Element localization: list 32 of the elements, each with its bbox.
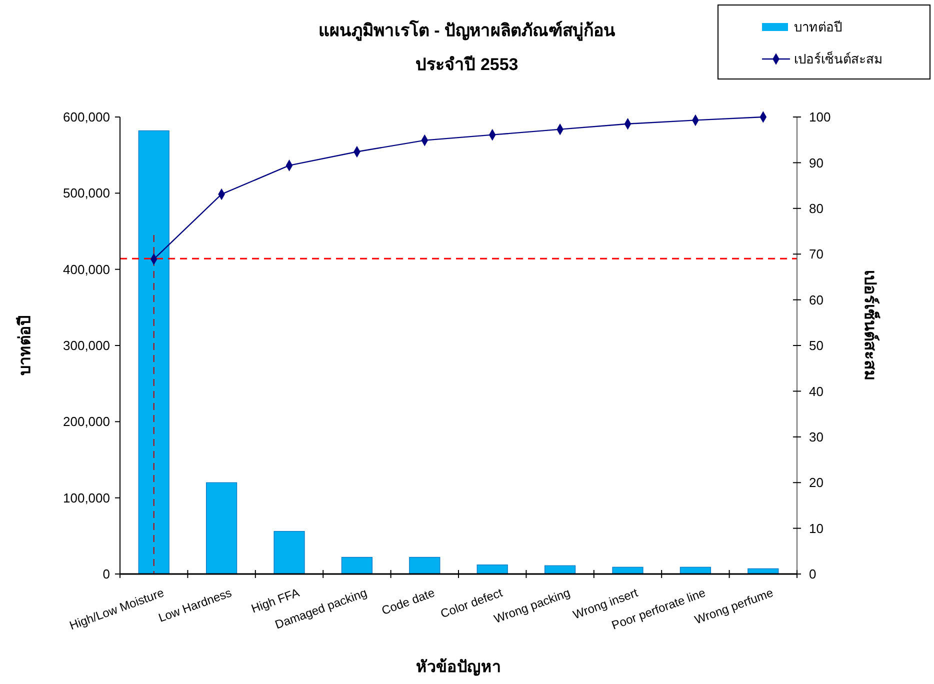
y2-tick-label: 50: [809, 338, 824, 354]
y2-tick-label: 80: [809, 200, 824, 216]
x-tick-label: Code date: [380, 585, 437, 618]
chart-subtitle: ประจำปี 2553: [416, 54, 518, 74]
y-tick-label: 300,000: [63, 338, 110, 354]
y2-tick-label: 0: [809, 566, 816, 582]
chart-title: แผนภูมิพาเรโต - ปัญหาผลิตภัณฑ์สบู่ก้อน: [318, 20, 616, 42]
y2-tick-label: 30: [809, 429, 824, 444]
bar: [341, 556, 372, 574]
y-tick-label: 200,000: [63, 414, 110, 430]
y2-tick-label: 20: [809, 475, 824, 490]
y2-tick-label: 10: [809, 520, 824, 536]
y-tick-label: 500,000: [63, 186, 110, 201]
y2-tick-label: 60: [809, 292, 824, 308]
bar: [409, 556, 440, 574]
y2-tick-label: 70: [809, 246, 824, 262]
bar: [476, 564, 508, 574]
bar: [206, 482, 238, 574]
legend-label: บาทต่อปี: [794, 20, 842, 35]
legend-label: เปอร์เซ็นต์สะสม: [794, 50, 883, 67]
y2-axis-title: เปอร์เซ็นต์สะสม: [861, 270, 882, 381]
y2-tick-label: 100: [809, 110, 831, 125]
y-tick-label: 400,000: [63, 262, 110, 277]
y-tick-label: 600,000: [63, 110, 110, 125]
y-tick-label: 100,000: [63, 490, 110, 506]
bar: [274, 531, 305, 574]
bar: [138, 130, 170, 574]
x-axis-title: หัวข้อปัญหา: [416, 658, 501, 677]
y-axis-title: บาทต่อปี: [15, 316, 34, 376]
y2-tick-label: 40: [809, 384, 824, 399]
y2-tick-label: 90: [809, 155, 824, 170]
y-tick-label: 0: [102, 566, 110, 582]
